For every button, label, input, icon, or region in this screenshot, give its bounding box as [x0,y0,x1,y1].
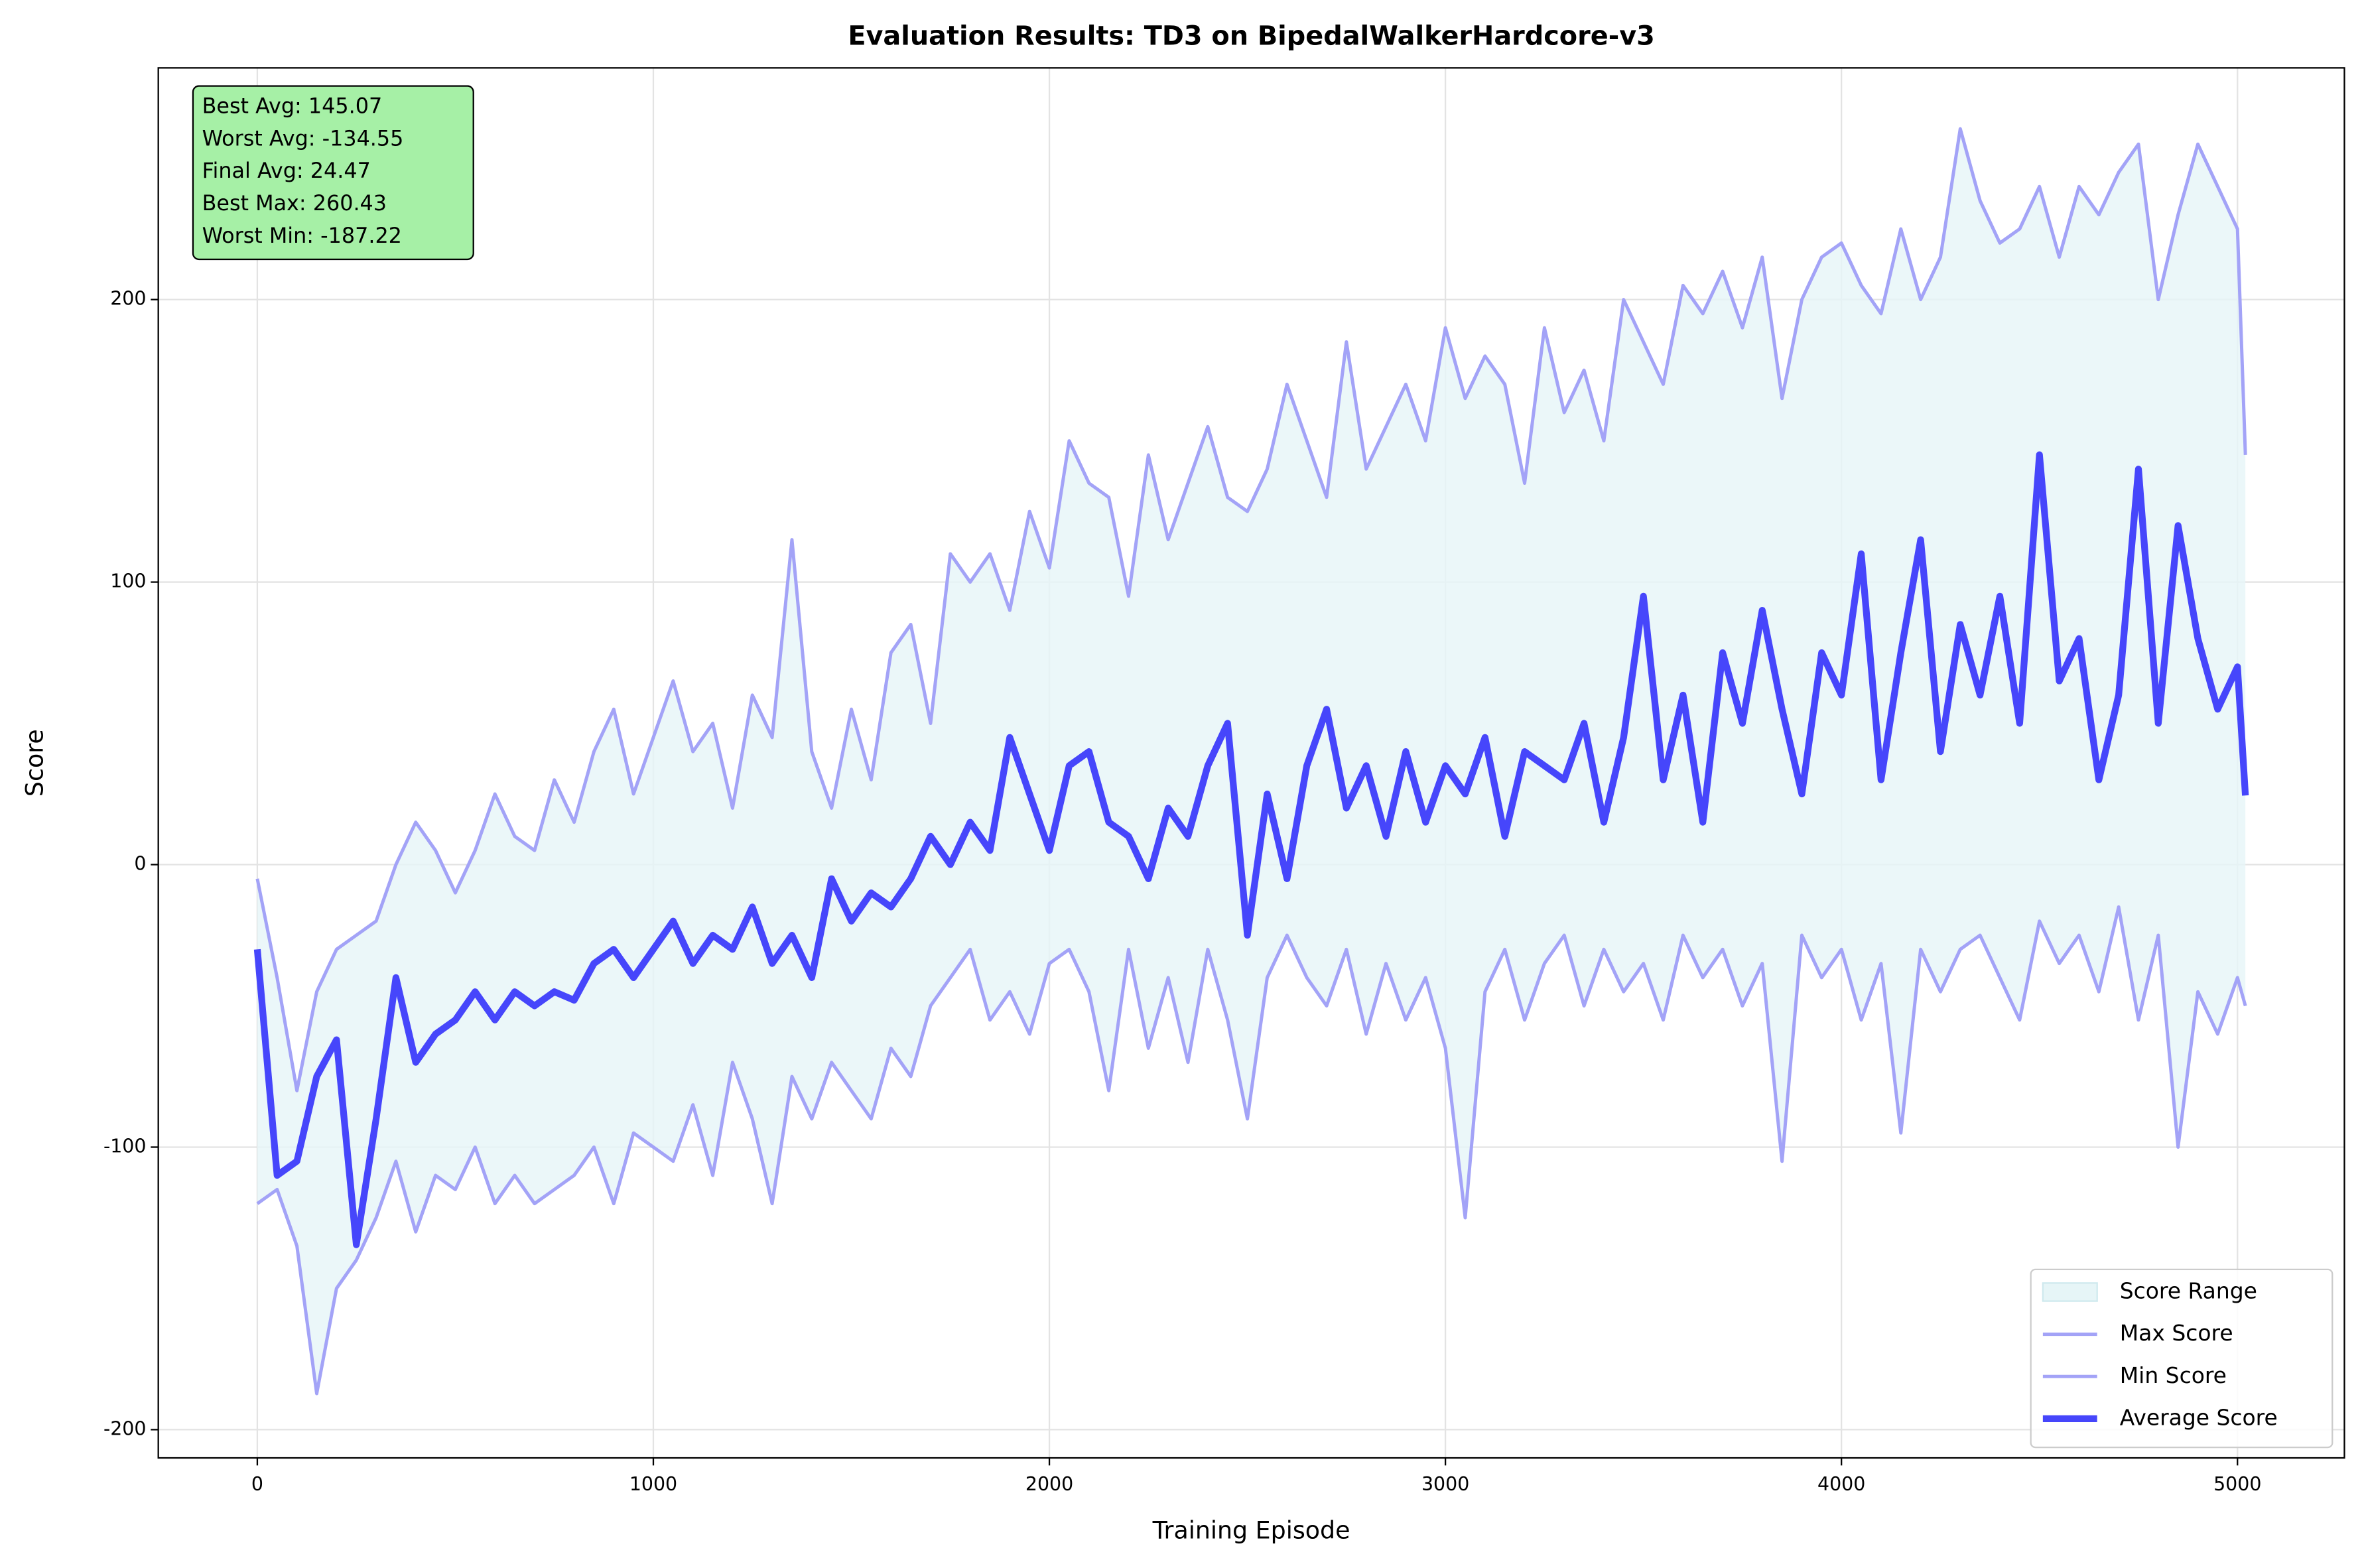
stats-text: Final Avg: 24.47 [202,158,371,183]
y-axis-label: Score [21,729,49,797]
x-axis-label: Training Episode [1152,1516,1350,1544]
x-tick-label: 3000 [1421,1473,1469,1495]
series-line [255,127,2247,1092]
legend-label: Max Score [2120,1320,2233,1346]
y-tick-label: -100 [103,1135,146,1157]
stats-text: Worst Avg: -134.55 [202,125,404,151]
legend-label: Average Score [2120,1404,2278,1430]
y-tick-label: 200 [110,288,146,310]
x-tick-label: 2000 [1025,1473,1073,1495]
ticks: 0 1000 2000 3000 4000 5000 -200 -100 0 100 200 [103,288,2261,1495]
legend: Score Range Max Score Min Score Average Sco… [2030,1268,2333,1449]
stats-box-frame [192,85,474,261]
stats-text: Worst Min: -187.22 [202,223,402,248]
series-line [253,451,2249,1248]
legend-swatch [2042,1282,2098,1302]
series-line [256,905,2247,1396]
x-tick-label: 4000 [1817,1473,1865,1495]
x-tick-label: 5000 [2213,1473,2261,1495]
legend-label: Score Range [2120,1277,2257,1303]
y-tick-label: 0 [134,853,146,875]
chart-title: Evaluation Results: TD3 on BipedalWalker… [848,21,1654,51]
plot-area [253,127,2249,1396]
stats-box: Best Avg: 145.07 Worst Avg: -134.55 Final … [192,85,474,261]
y-tick-label: 100 [110,570,146,592]
y-tick-label: -200 [103,1417,146,1439]
x-tick-label: 0 [251,1473,263,1495]
stats-text: Best Avg: 145.07 [202,93,383,118]
x-tick-label: 1000 [629,1473,677,1495]
axes-frame [157,67,2345,1459]
legend-frame [2030,1268,2333,1449]
stats-text: Best Max: 260.43 [202,190,387,216]
legend-label: Min Score [2120,1362,2227,1388]
score-range [257,129,2246,1394]
